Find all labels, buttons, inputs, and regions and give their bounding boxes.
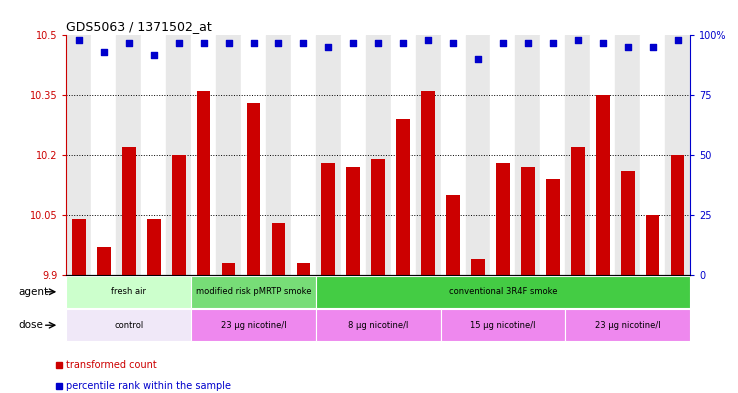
Bar: [346, 167, 360, 275]
Bar: [396, 119, 410, 275]
Bar: [191, 276, 316, 308]
Bar: [191, 35, 216, 275]
Point: [397, 39, 409, 46]
Text: modified risk pMRTP smoke: modified risk pMRTP smoke: [196, 287, 311, 296]
Point: [572, 37, 584, 43]
Bar: [341, 35, 366, 275]
Bar: [66, 309, 191, 341]
Point: [646, 44, 658, 50]
Bar: [521, 167, 535, 275]
Point: [148, 51, 159, 58]
Text: GDS5063 / 1371502_at: GDS5063 / 1371502_at: [66, 20, 212, 33]
Point: [497, 39, 509, 46]
Bar: [266, 35, 291, 275]
Text: dose: dose: [18, 320, 44, 330]
Bar: [197, 91, 210, 275]
Bar: [615, 35, 640, 275]
Point: [248, 39, 260, 46]
Point: [373, 39, 384, 46]
Bar: [272, 223, 286, 275]
Point: [198, 39, 210, 46]
Text: conventional 3R4F smoke: conventional 3R4F smoke: [449, 287, 557, 296]
Bar: [366, 35, 390, 275]
Bar: [316, 276, 690, 308]
Bar: [491, 35, 515, 275]
Bar: [565, 35, 590, 275]
Text: 8 µg nicotine/l: 8 µg nicotine/l: [348, 321, 408, 330]
Bar: [571, 147, 584, 275]
Text: transformed count: transformed count: [66, 360, 157, 370]
Point: [348, 39, 359, 46]
Text: fresh air: fresh air: [111, 287, 146, 296]
Bar: [66, 35, 92, 275]
Bar: [316, 35, 341, 275]
Bar: [671, 155, 684, 275]
Bar: [466, 35, 491, 275]
Bar: [172, 155, 185, 275]
Bar: [646, 215, 660, 275]
Bar: [92, 35, 117, 275]
Bar: [415, 35, 441, 275]
Bar: [97, 247, 111, 275]
Bar: [291, 35, 316, 275]
Bar: [66, 276, 191, 308]
Bar: [316, 309, 441, 341]
Point: [622, 44, 634, 50]
Bar: [471, 259, 485, 275]
Bar: [241, 35, 266, 275]
Bar: [322, 163, 335, 275]
Point: [272, 39, 284, 46]
Point: [173, 39, 184, 46]
Point: [447, 39, 459, 46]
Bar: [565, 309, 690, 341]
Bar: [421, 91, 435, 275]
Bar: [216, 35, 241, 275]
Bar: [496, 163, 510, 275]
Bar: [446, 195, 460, 275]
Point: [297, 39, 309, 46]
Point: [123, 39, 135, 46]
Bar: [390, 35, 415, 275]
Bar: [590, 35, 615, 275]
Bar: [640, 35, 665, 275]
Bar: [515, 35, 540, 275]
Bar: [540, 35, 565, 275]
Point: [522, 39, 534, 46]
Text: 15 µg nicotine/l: 15 µg nicotine/l: [470, 321, 536, 330]
Point: [98, 49, 110, 55]
Bar: [246, 103, 261, 275]
Point: [672, 37, 683, 43]
Point: [597, 39, 609, 46]
Point: [547, 39, 559, 46]
Bar: [371, 159, 385, 275]
Point: [323, 44, 334, 50]
Bar: [141, 35, 166, 275]
Bar: [221, 263, 235, 275]
Text: percentile rank within the sample: percentile rank within the sample: [66, 381, 232, 391]
Bar: [546, 179, 559, 275]
Text: 23 µg nicotine/l: 23 µg nicotine/l: [595, 321, 661, 330]
Bar: [122, 147, 136, 275]
Bar: [166, 35, 191, 275]
Bar: [72, 219, 86, 275]
Bar: [665, 35, 690, 275]
Bar: [297, 263, 310, 275]
Point: [223, 39, 235, 46]
Point: [472, 56, 484, 62]
Bar: [596, 95, 610, 275]
Bar: [191, 309, 316, 341]
Bar: [441, 309, 565, 341]
Text: control: control: [114, 321, 143, 330]
Bar: [117, 35, 141, 275]
Point: [73, 37, 85, 43]
Bar: [621, 171, 635, 275]
Text: 23 µg nicotine/l: 23 µg nicotine/l: [221, 321, 286, 330]
Bar: [441, 35, 466, 275]
Point: [422, 37, 434, 43]
Bar: [147, 219, 161, 275]
Text: agent: agent: [18, 287, 49, 297]
